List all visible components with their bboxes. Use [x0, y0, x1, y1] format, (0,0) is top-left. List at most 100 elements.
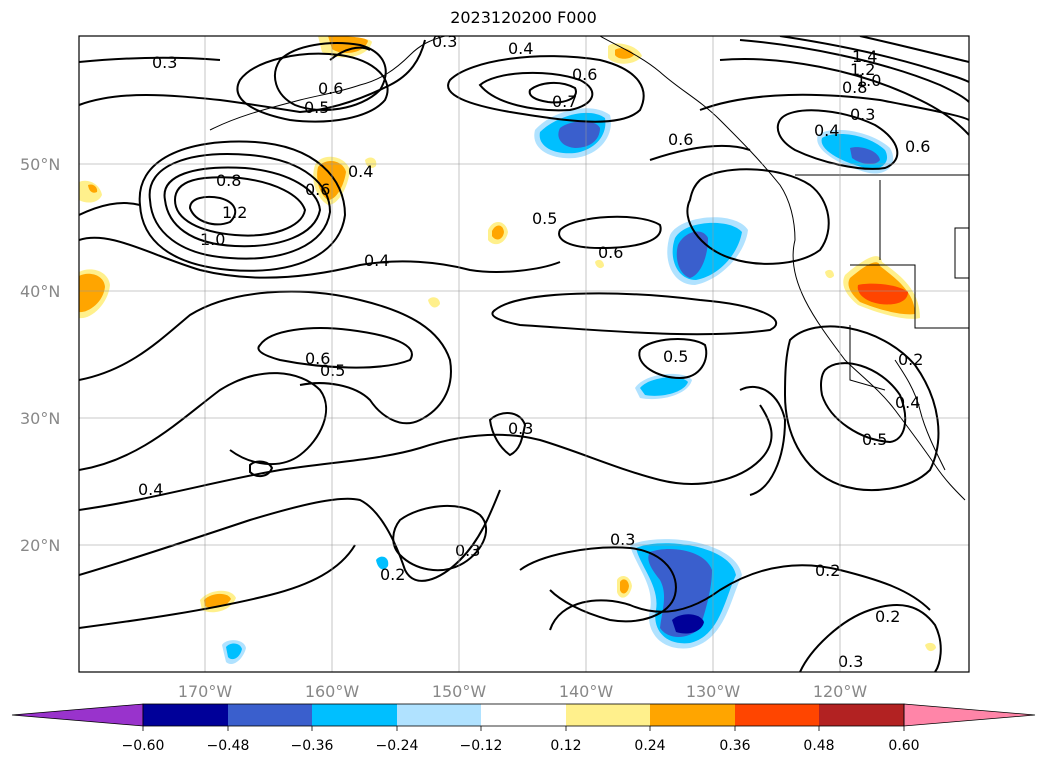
colorbar-tick-label: 0.60 — [888, 738, 919, 754]
colorbar-segment — [650, 704, 735, 726]
contour-line — [447, 55, 645, 123]
contour-label: 0.4 — [348, 162, 373, 181]
contour-label: 0.2 — [898, 350, 923, 369]
contour-line — [719, 58, 969, 136]
colorbar-segment — [481, 704, 566, 726]
contour-line — [739, 385, 787, 496]
neg-anomaly-patch — [558, 121, 600, 148]
contour-label: 0.8 — [216, 171, 241, 190]
gridlines — [79, 36, 969, 672]
contour-label-group: 0.3 0.4 0.3 1.4 1.2 1.0 0.8 0.6 0.5 0.6 … — [138, 32, 930, 671]
neg-anomaly-patch — [676, 231, 708, 278]
contour-label: 0.5 — [862, 430, 887, 449]
colorbar-tick-label: 0.48 — [803, 738, 834, 754]
contour-line — [491, 292, 778, 336]
border — [850, 264, 969, 329]
contour-line — [478, 71, 594, 112]
pos-anomaly-patch — [825, 269, 834, 279]
pos-anomaly-patch — [925, 642, 936, 652]
contour-label: 0.3 — [610, 530, 635, 549]
contour-line — [236, 52, 389, 123]
colorbar-ticks — [142, 726, 905, 731]
map-title: 2023120200 F000 — [450, 8, 597, 27]
neg-anomaly-patch — [376, 556, 389, 570]
colorbar-segment — [312, 704, 397, 726]
contour-line — [329, 46, 371, 61]
pos-anomaly-patch — [88, 184, 98, 193]
contour-label: 0.5 — [663, 347, 688, 366]
contour-line — [79, 290, 452, 425]
colorbar-frame — [142, 703, 905, 727]
colorbar-extend-max — [903, 703, 1036, 727]
contour-line — [79, 372, 328, 471]
contour-label: 0.2 — [875, 607, 900, 626]
contour-line — [783, 325, 940, 491]
contour-label: 1.0 — [856, 71, 881, 90]
border — [954, 227, 969, 279]
contour-line — [79, 489, 501, 582]
contour-line — [148, 153, 332, 260]
contour-line — [739, 39, 969, 103]
contour-label: 0.3 — [850, 105, 875, 124]
coastline — [209, 36, 446, 131]
neg-anomaly-patch — [226, 643, 242, 660]
contour-lines — [79, 36, 969, 672]
contour-label: 0.5 — [304, 98, 329, 117]
contour-line — [79, 39, 426, 114]
contour-line — [188, 195, 237, 226]
colorbar-segment — [819, 704, 904, 726]
pos-anomaly-patch — [857, 283, 908, 305]
contour-label: 0.3 — [432, 32, 457, 51]
map-frame — [78, 35, 970, 673]
colorbar-tick-label: −0.24 — [376, 738, 419, 754]
colorbar-segment — [735, 704, 819, 726]
contour-label: 0.7 — [552, 92, 577, 111]
contour-label: 0.3 — [455, 541, 480, 560]
contour-line — [79, 236, 561, 279]
contour-line — [686, 168, 830, 265]
contour-line — [528, 82, 577, 104]
colorbar-tick-label: −0.36 — [291, 738, 334, 754]
contour-label: 1.2 — [850, 60, 875, 79]
contour-line — [820, 362, 907, 444]
lon-label: 160°W — [305, 682, 360, 701]
pos-anomaly-patch — [492, 225, 504, 240]
lat-label: 50°N — [20, 155, 60, 174]
contour-line — [79, 202, 141, 216]
contour-label: 0.2 — [815, 561, 840, 580]
contour-line — [859, 36, 969, 63]
contour-label: 0.5 — [532, 209, 557, 228]
contour-line — [779, 36, 969, 83]
pos-anomaly-patch — [428, 297, 440, 308]
contour-label: 1.4 — [852, 47, 877, 66]
neg-anomaly-patch — [850, 147, 880, 165]
neg-anomaly-patch — [672, 614, 704, 634]
contour-line — [138, 140, 347, 272]
contour-label: 0.6 — [668, 130, 693, 149]
border — [849, 325, 886, 391]
pos-anomaly-patch — [79, 180, 102, 203]
coastlines — [209, 36, 969, 501]
lat-labels: 50°N 40°N 30°N 20°N — [20, 155, 60, 555]
contour-line — [699, 93, 969, 121]
pos-anomaly-patch — [79, 273, 105, 313]
lat-label: 40°N — [20, 282, 60, 301]
contour-line — [257, 327, 413, 369]
contour-label: 0.6 — [905, 137, 930, 156]
contour-line — [549, 564, 931, 631]
contour-label: 0.5 — [320, 361, 345, 380]
contour-line — [488, 412, 527, 457]
contour-line — [163, 166, 322, 248]
contour-label: 1.0 — [200, 230, 225, 249]
colorbar-tick-label: −0.48 — [207, 738, 250, 754]
colorbar: −0.60 −0.48 −0.36 −0.24 −0.12 0.12 0.24 … — [11, 703, 1036, 754]
contour-line — [392, 504, 487, 572]
contour-label: 0.4 — [138, 480, 163, 499]
lon-label: 140°W — [559, 682, 614, 701]
colorbar-tick-label: 0.24 — [634, 738, 665, 754]
contour-label: 0.3 — [508, 419, 533, 438]
neg-anomaly-patch — [640, 377, 688, 396]
pos-anomaly-patch — [595, 259, 604, 269]
contour-label: 0.6 — [598, 243, 623, 262]
